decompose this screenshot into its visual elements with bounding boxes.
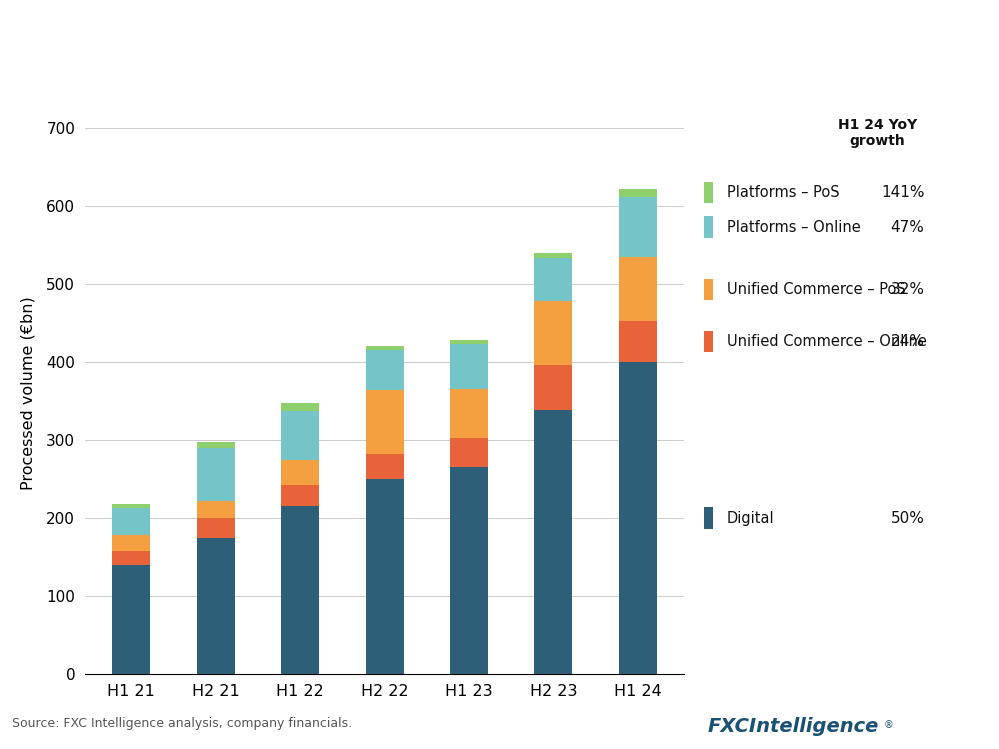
Bar bbox=[112, 551, 150, 565]
Bar bbox=[281, 404, 320, 411]
Text: Unified Commerce – Online: Unified Commerce – Online bbox=[726, 334, 927, 349]
Bar bbox=[366, 479, 404, 674]
Bar bbox=[112, 536, 150, 551]
Bar bbox=[450, 467, 489, 674]
Bar bbox=[366, 345, 404, 350]
Bar bbox=[450, 437, 489, 467]
Bar bbox=[534, 366, 572, 410]
Text: 141%: 141% bbox=[881, 185, 924, 200]
Bar bbox=[534, 258, 572, 301]
Bar bbox=[619, 189, 657, 196]
Bar bbox=[366, 454, 404, 479]
Text: H1 24 YoY
growth: H1 24 YoY growth bbox=[838, 118, 917, 148]
Text: 32%: 32% bbox=[890, 282, 924, 297]
Text: Platforms – PoS: Platforms – PoS bbox=[726, 185, 839, 200]
Bar bbox=[619, 196, 657, 258]
Text: Digital: Digital bbox=[726, 511, 774, 526]
Text: 50%: 50% bbox=[890, 511, 924, 526]
Bar bbox=[450, 340, 489, 344]
Text: Adyen has increasingly broadened its volume beyond Digital: Adyen has increasingly broadened its vol… bbox=[13, 25, 918, 52]
Bar bbox=[366, 350, 404, 390]
FancyBboxPatch shape bbox=[703, 507, 712, 529]
Text: 47%: 47% bbox=[890, 219, 924, 234]
Bar bbox=[281, 506, 320, 674]
Text: FXCIntelligence: FXCIntelligence bbox=[707, 717, 879, 736]
Bar bbox=[366, 390, 404, 454]
Bar bbox=[619, 258, 657, 321]
Bar bbox=[112, 565, 150, 674]
Bar bbox=[281, 460, 320, 485]
Bar bbox=[450, 344, 489, 389]
Bar bbox=[112, 504, 150, 508]
FancyBboxPatch shape bbox=[703, 279, 712, 300]
Bar bbox=[197, 538, 235, 674]
Bar bbox=[619, 362, 657, 674]
Bar bbox=[197, 442, 235, 448]
Bar bbox=[534, 410, 572, 674]
Bar bbox=[197, 501, 235, 518]
Text: ®: ® bbox=[884, 721, 894, 730]
Bar bbox=[619, 321, 657, 362]
Bar bbox=[281, 485, 320, 506]
FancyBboxPatch shape bbox=[703, 216, 712, 237]
Bar bbox=[112, 508, 150, 536]
Text: 24%: 24% bbox=[890, 334, 924, 349]
Bar bbox=[197, 518, 235, 538]
Bar bbox=[534, 301, 572, 365]
Bar bbox=[197, 448, 235, 501]
Bar bbox=[534, 253, 572, 258]
Bar bbox=[450, 389, 489, 437]
FancyBboxPatch shape bbox=[703, 331, 712, 353]
Text: Adyen processed volume by business segment: Adyen processed volume by business segme… bbox=[13, 79, 424, 97]
Text: Platforms – Online: Platforms – Online bbox=[726, 219, 860, 234]
Text: Source: FXC Intelligence analysis, company financials.: Source: FXC Intelligence analysis, compa… bbox=[12, 718, 352, 730]
Text: Unified Commerce – PoS: Unified Commerce – PoS bbox=[726, 282, 905, 297]
Y-axis label: Processed volume (€bn): Processed volume (€bn) bbox=[20, 297, 35, 490]
FancyBboxPatch shape bbox=[703, 182, 712, 204]
Bar bbox=[281, 411, 320, 460]
